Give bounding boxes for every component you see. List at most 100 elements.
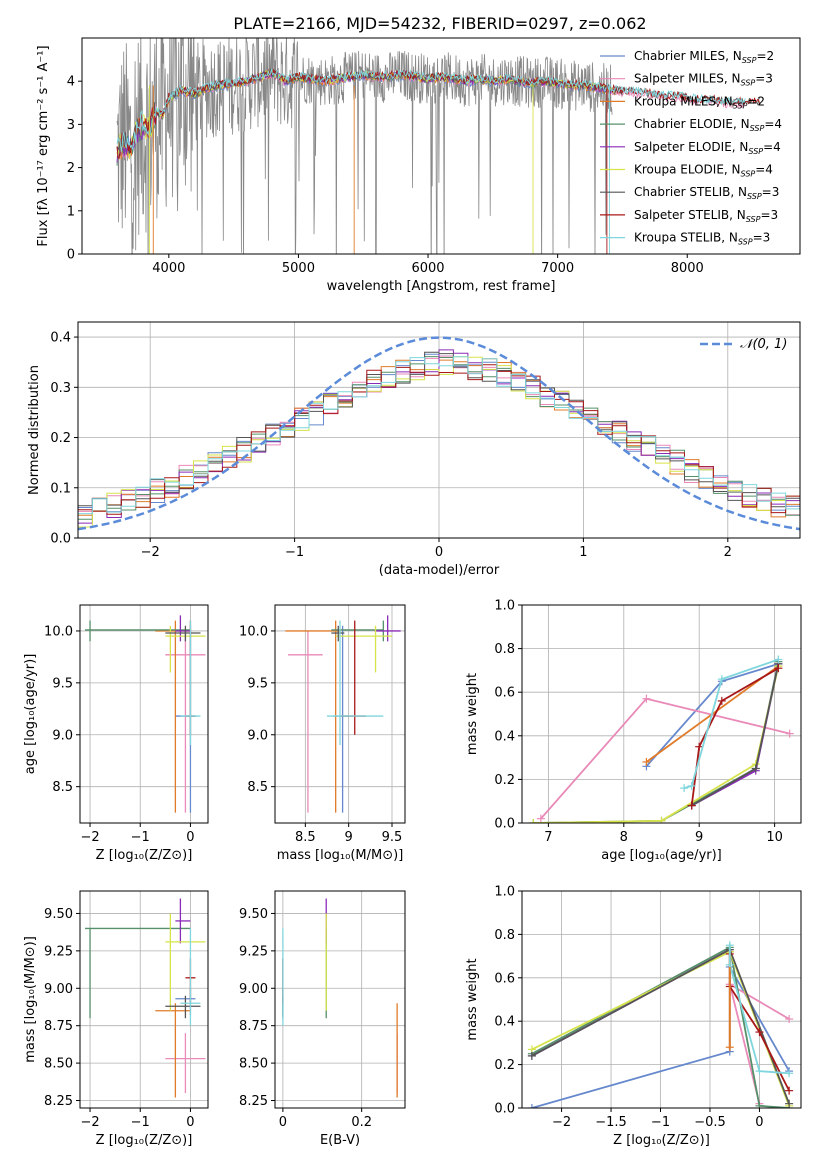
ssp-errorbar-kroupa-stelib	[327, 620, 384, 746]
legend-nssp: =3	[755, 72, 773, 86]
legend-label: Salpeter ELODIE, NSSP=4	[634, 140, 781, 156]
figure-title: PLATE=2166, MJD=54232, FIBERID=0297, z=0…	[233, 14, 646, 33]
axes: −2 −1 0 8.25 8.50 8.75 9.00 9.25 9.50 Z [log₁₀(Z/…	[23, 890, 209, 1148]
x-tick: −1	[285, 538, 304, 560]
ssp-errorbar-salpeter-elodie	[175, 615, 191, 642]
y-tick-label: 0.2	[50, 431, 71, 446]
x-tick-label: 1	[579, 545, 587, 560]
x-tick: −1	[131, 823, 150, 845]
y-tick: 0.2	[494, 773, 522, 788]
x-tick: 8.5	[295, 823, 316, 845]
legend-model-name: Chabrier MILES, N	[634, 49, 742, 63]
legend-subscript: SSP	[747, 192, 762, 201]
y-tick-label: 9.50	[239, 907, 268, 922]
y-tick-label: 0.1	[50, 481, 71, 496]
x-tick-label: 6000	[411, 261, 444, 276]
y-tick: 8.75	[239, 1019, 275, 1034]
axes-frame	[521, 890, 802, 1109]
plot-area	[78, 336, 800, 538]
y-tick-label: 0.6	[494, 971, 515, 986]
x-tick-label: −0.5	[694, 1115, 726, 1130]
x-tick-label: 7	[544, 830, 552, 845]
weight-point	[785, 1015, 794, 1024]
y-tick: 10.0	[239, 624, 275, 639]
legend-entry: Salpeter STELIB, NSSP=3	[600, 208, 778, 224]
weight-point	[755, 1028, 764, 1037]
y-tick-label: 2	[67, 161, 75, 176]
y-tick: 1.0	[494, 599, 522, 614]
x-tick: 0	[755, 1108, 764, 1130]
legend-model-name: Salpeter ELODIE, N	[634, 140, 748, 154]
x-tick-label: 9	[695, 830, 703, 845]
x-tick-label: −1.5	[595, 1115, 627, 1130]
x-axis-label: age [log₁₀(age/yr)]	[601, 848, 722, 863]
y-axis-label: mass [log₁₀(M/M⊙)]	[23, 936, 38, 1063]
legend-nssp: =4	[755, 163, 773, 177]
x-tick: 0	[279, 1108, 287, 1130]
y-tick-label: 8.75	[44, 1019, 73, 1034]
y-tick: 8.5	[247, 780, 275, 795]
x-tick-label: 5000	[282, 261, 315, 276]
model-spectrum-kroupa-stelib	[116, 68, 746, 152]
x-tick: 8	[620, 823, 628, 845]
y-tick-label: 1.0	[494, 885, 515, 900]
y-tick: 0.6	[494, 971, 522, 986]
x-tick-label: −2	[80, 830, 99, 845]
legend-entry: Kroupa ELODIE, NSSP=4	[600, 163, 773, 179]
y-tick: 0.2	[494, 1058, 522, 1073]
y-tick: 9.00	[239, 982, 275, 997]
weight-point	[785, 1086, 794, 1095]
y-tick-label: 8.5	[52, 780, 73, 795]
axes-frame	[274, 604, 406, 824]
y-tick-label: 9.25	[44, 944, 73, 959]
axes-frame	[79, 604, 209, 824]
legend-model-name: Salpeter MILES, N	[634, 72, 741, 86]
x-tick: −2	[80, 1108, 100, 1130]
y-tick-label: 0.4	[50, 331, 71, 346]
y-tick-label: 10.0	[239, 624, 268, 639]
weight-point	[755, 1067, 764, 1076]
plot-area	[116, 38, 761, 254]
legend-entry: Chabrier STELIB, NSSP=3	[600, 185, 779, 201]
x-axis-label: mass [log₁₀(M/M⊙)]	[277, 848, 404, 863]
y-tick-label: 1	[67, 204, 75, 219]
x-tick-label: 8000	[671, 261, 704, 276]
x-tick-label: 0	[186, 830, 194, 845]
x-axis-label: Z [log₁₀(Z/Z⊙)]	[96, 1133, 193, 1148]
residual-histogram-panel: −2 −1 0 1 2 0.0 0.1 0.2 0.3 0.4 (data-model)/error…	[27, 321, 801, 578]
legend-subscript: SSP	[750, 124, 765, 133]
y-tick-label: 4	[67, 75, 75, 90]
x-tick-label: 0	[755, 1115, 763, 1130]
y-tick-label: 3	[67, 118, 75, 133]
x-axis-label: wavelength [Angstrom, rest frame]	[327, 279, 556, 294]
ssp-errorbar-salpeter-elodie	[374, 615, 401, 642]
plot-area	[85, 898, 206, 1098]
weight-point	[642, 694, 651, 703]
x-tick-label: 9.5	[382, 830, 403, 845]
y-axis-label: Flux [fλ 10⁻¹⁷ erg cm⁻² s⁻¹ A⁻¹]	[36, 45, 51, 246]
y-axis-label: mass weight	[465, 958, 480, 1040]
legend-entry: Kroupa MILES, NSSP=2	[600, 94, 765, 110]
age-vs-metallicity-panel: −2 −1 0 8.5 9.0 9.5 10.0 Z [log₁₀(Z/Z⊙)] age [lo…	[23, 604, 209, 863]
legend-nssp: =4	[763, 140, 781, 154]
y-tick-label: 8.75	[239, 1019, 268, 1034]
axes: −2 −1 0 1 2 0.0 0.1 0.2 0.3 0.4 (data-model)/error…	[27, 321, 801, 578]
x-tick-label: −2	[552, 1115, 571, 1130]
axes-frame	[274, 890, 406, 1109]
y-tick: 8.50	[44, 1057, 80, 1072]
legend-nssp: =2	[756, 49, 774, 63]
x-tick-label: 2	[724, 545, 732, 560]
y-tick-label: 0.0	[50, 532, 71, 547]
x-tick: 9	[695, 823, 703, 845]
y-tick: 0.2	[50, 431, 78, 446]
legend-label: Salpeter MILES, NSSP=3	[634, 72, 773, 88]
x-tick: 5000	[282, 254, 315, 276]
x-tick: −1	[131, 1108, 150, 1130]
y-tick: 0.0	[494, 1102, 522, 1117]
y-tick: 9.5	[247, 676, 275, 691]
age-vs-mass-panel: 8.5 9 9.5 8.5 9.0 9.5 10.0 mass [log₁₀(M/M⊙)]	[239, 604, 406, 863]
axes-frame	[79, 890, 209, 1109]
legend-nssp: =3	[760, 208, 778, 222]
y-tick: 8.75	[44, 1019, 80, 1034]
x-tick-label: −2	[141, 545, 160, 560]
